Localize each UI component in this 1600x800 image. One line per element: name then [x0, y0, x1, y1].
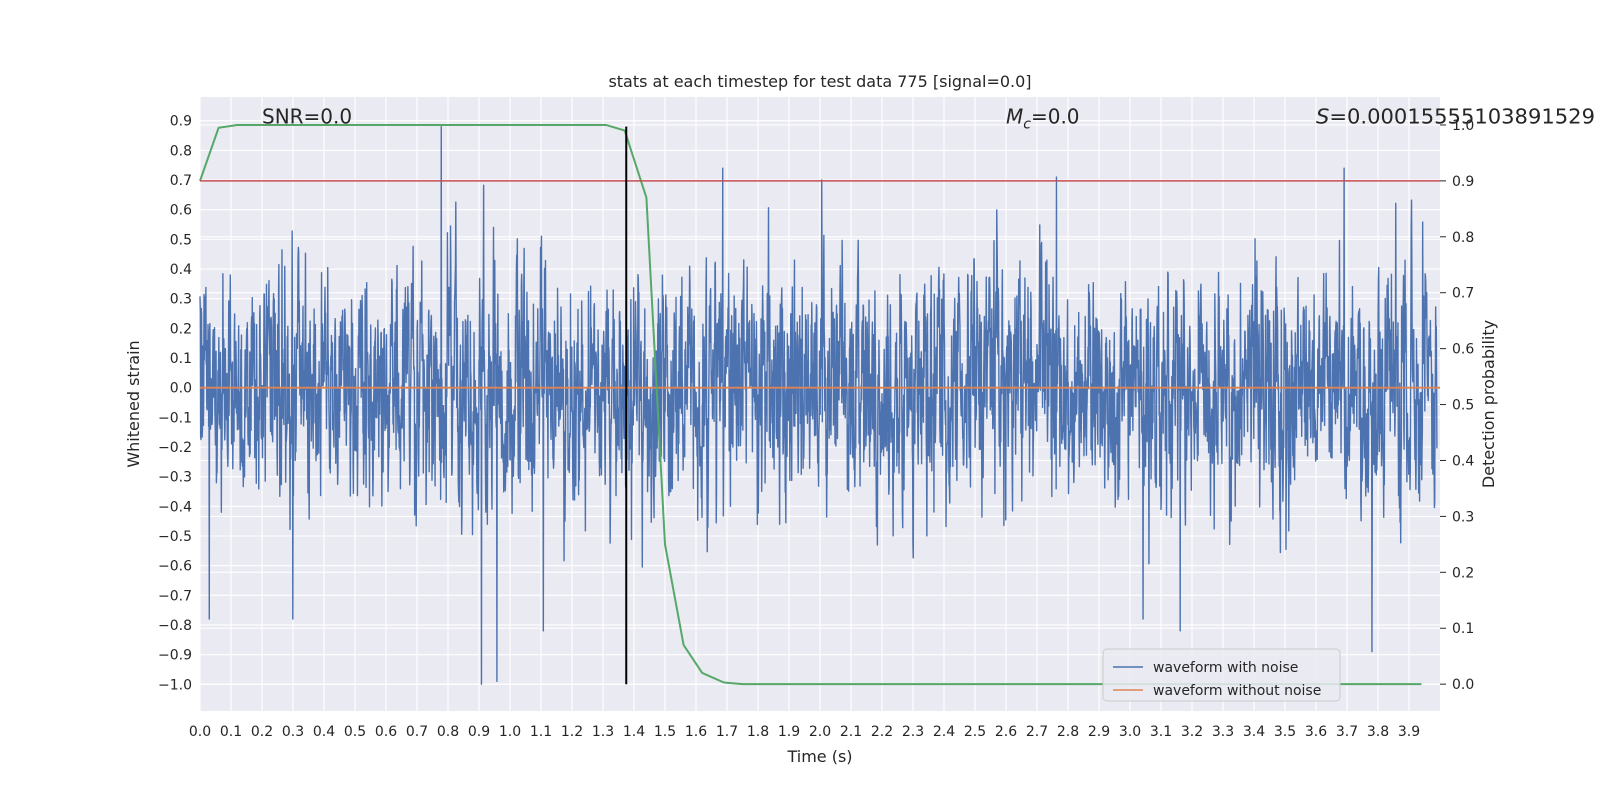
y-tick-label: 0.1 — [170, 351, 192, 367]
y2-tick-label: 0.4 — [1452, 453, 1474, 469]
series-waveform-with-noise — [199, 125, 1438, 685]
y-tick-label: −0.9 — [158, 648, 192, 664]
series-detection-probability — [199, 123, 1422, 686]
x-tick-label: 3.4 — [1243, 724, 1265, 740]
y2-tick-label: 0.0 — [1452, 677, 1474, 693]
y2-tick-label: 0.8 — [1452, 230, 1474, 246]
x-tick-label: 0.1 — [220, 724, 242, 740]
y-tick-label: 0.5 — [170, 232, 192, 248]
y-tick-label: −0.7 — [158, 588, 192, 604]
x-tick-label: 2.1 — [840, 724, 862, 740]
y2-tick-label: 0.5 — [1452, 398, 1474, 414]
x-tick-label: 0.8 — [437, 724, 459, 740]
x-tick-label: 3.8 — [1367, 724, 1389, 740]
y-tick-label: 0.2 — [170, 321, 192, 337]
y-tick-label: −0.4 — [158, 499, 192, 515]
y2-tick-label: 0.3 — [1452, 509, 1474, 525]
y-tick-label: −0.5 — [158, 529, 192, 545]
y-tick-label: −1.0 — [158, 677, 192, 693]
x-tick-label: 2.6 — [995, 724, 1017, 740]
legend-label-noise: waveform with noise — [1153, 660, 1298, 676]
right-y-axis-label: Detection probability — [1479, 320, 1498, 488]
chart-title: stats at each timestep for test data 775… — [608, 72, 1031, 91]
x-tick-label: 2.2 — [871, 724, 893, 740]
x-axis-label: Time (s) — [786, 747, 852, 766]
s-symbol: S — [1316, 105, 1330, 129]
x-tick-label: 1.4 — [623, 724, 645, 740]
legend: waveform with noise waveform without noi… — [1102, 648, 1341, 702]
x-tick-label: 1.3 — [592, 724, 614, 740]
chirp-mass-value: =0.0 — [1031, 105, 1080, 129]
x-tick-label: 0.9 — [468, 724, 490, 740]
y2-tick-label: 1.0 — [1452, 118, 1474, 134]
chirp-mass-annotation: Mc=0.0 — [1006, 105, 1080, 133]
x-tick-label: 3.6 — [1305, 724, 1327, 740]
x-tick-label: 1.2 — [561, 724, 583, 740]
x-axis-ticks: 0.0 0.1 0.2 0.3 0.4 0.5 0.6 0.7 0.8 0.9 1.0 1.1 1.2 1… — [189, 724, 1420, 740]
x-tick-label: 2.8 — [1057, 724, 1079, 740]
x-tick-label: 0.0 — [189, 724, 211, 740]
x-tick-label: 1.5 — [654, 724, 676, 740]
x-tick-label: 2.9 — [1088, 724, 1110, 740]
y-tick-label: −0.3 — [158, 470, 192, 486]
y-tick-label: 0.9 — [170, 114, 192, 130]
x-tick-label: 1.8 — [747, 724, 769, 740]
y-axis-label: Whitened strain — [124, 340, 143, 467]
x-tick-label: 1.7 — [716, 724, 738, 740]
x-tick-label: 3.1 — [1150, 724, 1172, 740]
series-layer — [199, 123, 1440, 686]
y2-tick-label: 0.9 — [1452, 174, 1474, 190]
x-tick-label: 3.2 — [1181, 724, 1203, 740]
x-tick-label: 3.7 — [1336, 724, 1358, 740]
s-annotation: S=0.00015555103891529 — [1316, 105, 1595, 129]
y2-tick-label: 0.2 — [1452, 565, 1474, 581]
x-tick-label: 2.0 — [809, 724, 831, 740]
x-tick-label: 0.2 — [251, 724, 273, 740]
y-tick-label: −0.2 — [158, 440, 192, 456]
y-tick-label: 0.7 — [170, 173, 192, 189]
legend-label-clean: waveform without noise — [1153, 683, 1321, 699]
y-tick-label: −0.6 — [158, 559, 192, 575]
x-tick-label: 0.5 — [344, 724, 366, 740]
x-tick-label: 0.6 — [375, 724, 397, 740]
x-tick-label: 2.5 — [964, 724, 986, 740]
x-tick-label: 3.5 — [1274, 724, 1296, 740]
s-value: =0.00015555103891529 — [1329, 105, 1595, 129]
x-tick-label: 1.0 — [499, 724, 521, 740]
y-tick-label: −0.8 — [158, 618, 192, 634]
x-tick-label: 2.4 — [933, 724, 955, 740]
y-tick-label: 0.0 — [170, 381, 192, 397]
left-axis-ticks: 0.9 0.8 0.7 0.6 0.5 0.4 0.3 0.2 0.1 0.0 −0.1 −0.2 −0… — [158, 114, 192, 694]
y2-tick-label: 0.6 — [1452, 342, 1474, 358]
x-tick-label: 1.1 — [530, 724, 552, 740]
chirp-mass-subscript: c — [1023, 117, 1031, 133]
y-tick-label: 0.8 — [170, 143, 192, 159]
x-tick-label: 2.7 — [1026, 724, 1048, 740]
y2-tick-label: 0.7 — [1452, 286, 1474, 302]
x-tick-label: 2.3 — [902, 724, 924, 740]
y-tick-label: −0.1 — [158, 410, 192, 426]
y-tick-label: 0.4 — [170, 262, 192, 278]
x-tick-label: 1.6 — [685, 724, 707, 740]
x-tick-label: 0.4 — [313, 724, 335, 740]
y-tick-label: 0.3 — [170, 292, 192, 308]
right-axis-ticks: 1.0 0.9 0.8 0.7 0.6 0.5 0.4 0.3 0.2 0.1 0.0 — [1440, 118, 1474, 693]
x-tick-label: 0.3 — [282, 724, 304, 740]
x-tick-label: 3.0 — [1119, 724, 1141, 740]
y2-tick-label: 0.1 — [1452, 621, 1474, 637]
x-tick-label: 0.7 — [406, 724, 428, 740]
x-tick-label: 3.3 — [1212, 724, 1234, 740]
x-tick-label: 1.9 — [778, 724, 800, 740]
legend-box — [1102, 648, 1341, 702]
y-tick-label: 0.6 — [170, 203, 192, 219]
chirp-mass-symbol: M — [1006, 105, 1023, 129]
snr-annotation: SNR=0.0 — [262, 105, 352, 129]
x-tick-label: 3.9 — [1398, 724, 1420, 740]
